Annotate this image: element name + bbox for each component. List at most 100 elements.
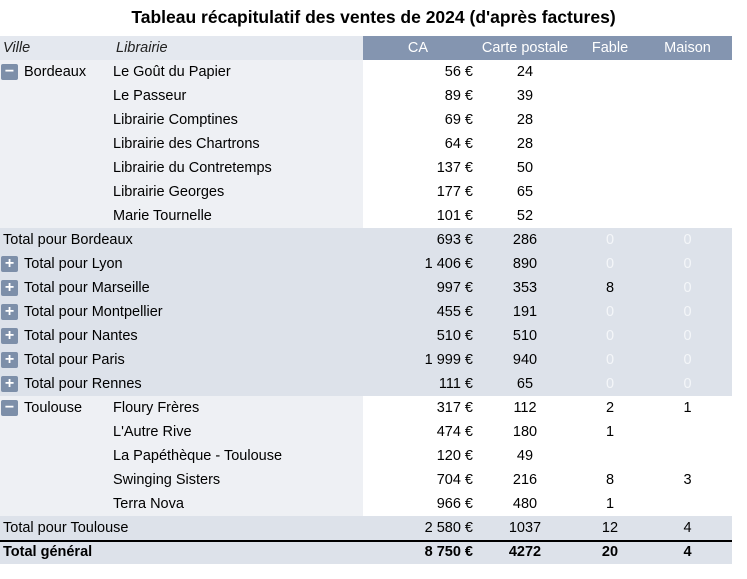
subtotal-row: + Total pour Nantes 510 € 510 0 0 — [0, 324, 732, 348]
librairie-cell: Marie Tournelle — [113, 208, 212, 224]
ville-cell: Bordeaux — [24, 64, 87, 80]
ca-cell: 111 € — [438, 376, 473, 392]
header-row: Ville Librairie CA Carte postale Fable M… — [0, 36, 732, 60]
maison-cell: 0 — [683, 232, 692, 248]
carte-postale-cell: 1037 — [508, 520, 542, 536]
ca-cell: 455 € — [436, 304, 473, 320]
collapse-button-toulouse[interactable]: − — [1, 400, 18, 416]
row-background — [0, 444, 363, 468]
header-ville[interactable]: Ville — [0, 36, 113, 60]
fable-cell — [577, 156, 643, 180]
row-background — [0, 516, 732, 540]
fable-cell — [577, 204, 643, 228]
maison-cell: 4 — [683, 544, 692, 560]
carte-postale-cell: 4272 — [508, 544, 542, 560]
librairie-cell: Terra Nova — [113, 496, 184, 512]
fable-cell: 0 — [605, 352, 615, 368]
subtotal-label: Total pour Paris — [24, 352, 125, 368]
row-background — [0, 204, 363, 228]
fable-cell: 1 — [605, 496, 615, 512]
subtotal-label: Total pour Lyon — [24, 256, 123, 272]
ca-cell: 317 € — [436, 400, 473, 416]
maison-cell: 3 — [683, 472, 692, 488]
row-background — [0, 300, 732, 324]
subtotal-row: + Total pour Lyon 1 406 € 890 0 0 — [0, 252, 732, 276]
carte-postale-cell: 940 — [512, 352, 538, 368]
ca-cell: 1 406 € — [424, 256, 473, 272]
expand-button-montpellier[interactable]: + — [1, 304, 18, 320]
fable-cell — [577, 108, 643, 132]
fable-cell — [577, 444, 643, 468]
subtotal-label: Total pour Nantes — [24, 328, 138, 344]
table-row: La Papéthèque - Toulouse 120 € 49 — [0, 444, 732, 468]
maison-cell — [643, 156, 732, 180]
header-carte-postale[interactable]: Carte postale — [473, 36, 577, 60]
carte-postale-cell: 65 — [516, 376, 534, 392]
table-row: Librairie des Chartrons 64 € 28 — [0, 132, 732, 156]
expand-button-paris[interactable]: + — [1, 352, 18, 368]
row-background — [0, 228, 732, 252]
header-fable[interactable]: Fable — [577, 36, 643, 60]
expand-button-lyon[interactable]: + — [1, 256, 18, 272]
librairie-cell: L'Autre Rive — [113, 424, 192, 440]
librairie-cell: Librairie Comptines — [113, 112, 238, 128]
row-background — [0, 84, 363, 108]
carte-postale-cell: 65 — [516, 184, 534, 200]
row-background — [0, 60, 363, 84]
maison-cell — [643, 132, 732, 156]
carte-postale-cell: 890 — [512, 256, 538, 272]
expand-button-marseille[interactable]: + — [1, 280, 18, 296]
ca-cell: 69 € — [444, 112, 473, 128]
row-background — [0, 180, 363, 204]
ca-cell: 137 € — [436, 160, 473, 176]
librairie-cell: Le Goût du Papier — [113, 64, 231, 80]
expand-button-rennes[interactable]: + — [1, 376, 18, 392]
carte-postale-cell: 52 — [516, 208, 534, 224]
ca-cell: 966 € — [436, 496, 473, 512]
carte-postale-cell: 510 — [512, 328, 538, 344]
row-background — [0, 372, 732, 396]
maison-cell: 0 — [683, 376, 692, 392]
fable-cell: 0 — [605, 256, 615, 272]
maison-cell — [643, 204, 732, 228]
fable-cell — [577, 132, 643, 156]
row-background — [0, 540, 732, 564]
grand-total-divider — [0, 540, 732, 542]
table-row: Librairie du Contretemps 137 € 50 — [0, 156, 732, 180]
maison-cell: 0 — [683, 328, 692, 344]
maison-cell — [643, 492, 732, 516]
fable-cell: 0 — [605, 376, 615, 392]
expand-button-nantes[interactable]: + — [1, 328, 18, 344]
table-row: Librairie Georges 177 € 65 — [0, 180, 732, 204]
table-row: Librairie Comptines 69 € 28 — [0, 108, 732, 132]
ca-cell: 177 € — [436, 184, 473, 200]
maison-cell: 0 — [683, 304, 692, 320]
carte-postale-cell: 50 — [516, 160, 534, 176]
header-librairie[interactable]: Librairie — [113, 36, 363, 60]
fable-cell — [577, 180, 643, 204]
header-maison[interactable]: Maison — [643, 36, 732, 60]
librairie-cell: Librairie des Chartrons — [113, 136, 260, 152]
fable-cell: 0 — [605, 328, 615, 344]
table-row: − Bordeaux Le Goût du Papier 56 € 24 — [0, 60, 732, 84]
librairie-cell: Librairie du Contretemps — [113, 160, 272, 176]
header-ca[interactable]: CA — [363, 36, 473, 60]
fable-cell: 0 — [605, 232, 615, 248]
fable-cell: 8 — [605, 472, 615, 488]
grand-total-row: Total général 8 750 € 4272 20 4 — [0, 540, 732, 564]
ca-cell: 89 € — [444, 88, 473, 104]
ca-cell: 510 € — [436, 328, 473, 344]
maison-cell: 1 — [683, 400, 692, 416]
ca-cell: 997 € — [436, 280, 473, 296]
carte-postale-cell: 286 — [512, 232, 538, 248]
table-row: Marie Tournelle 101 € 52 — [0, 204, 732, 228]
subtotal-label: Total pour Toulouse — [3, 520, 129, 536]
collapse-button-bordeaux[interactable]: − — [1, 64, 18, 80]
fable-cell: 0 — [605, 304, 615, 320]
ca-cell: 120 € — [436, 448, 473, 464]
maison-cell — [643, 60, 732, 84]
ca-cell: 693 € — [436, 232, 473, 248]
ca-cell: 1 999 € — [424, 352, 473, 368]
fable-cell: 8 — [605, 280, 615, 296]
maison-cell — [643, 84, 732, 108]
